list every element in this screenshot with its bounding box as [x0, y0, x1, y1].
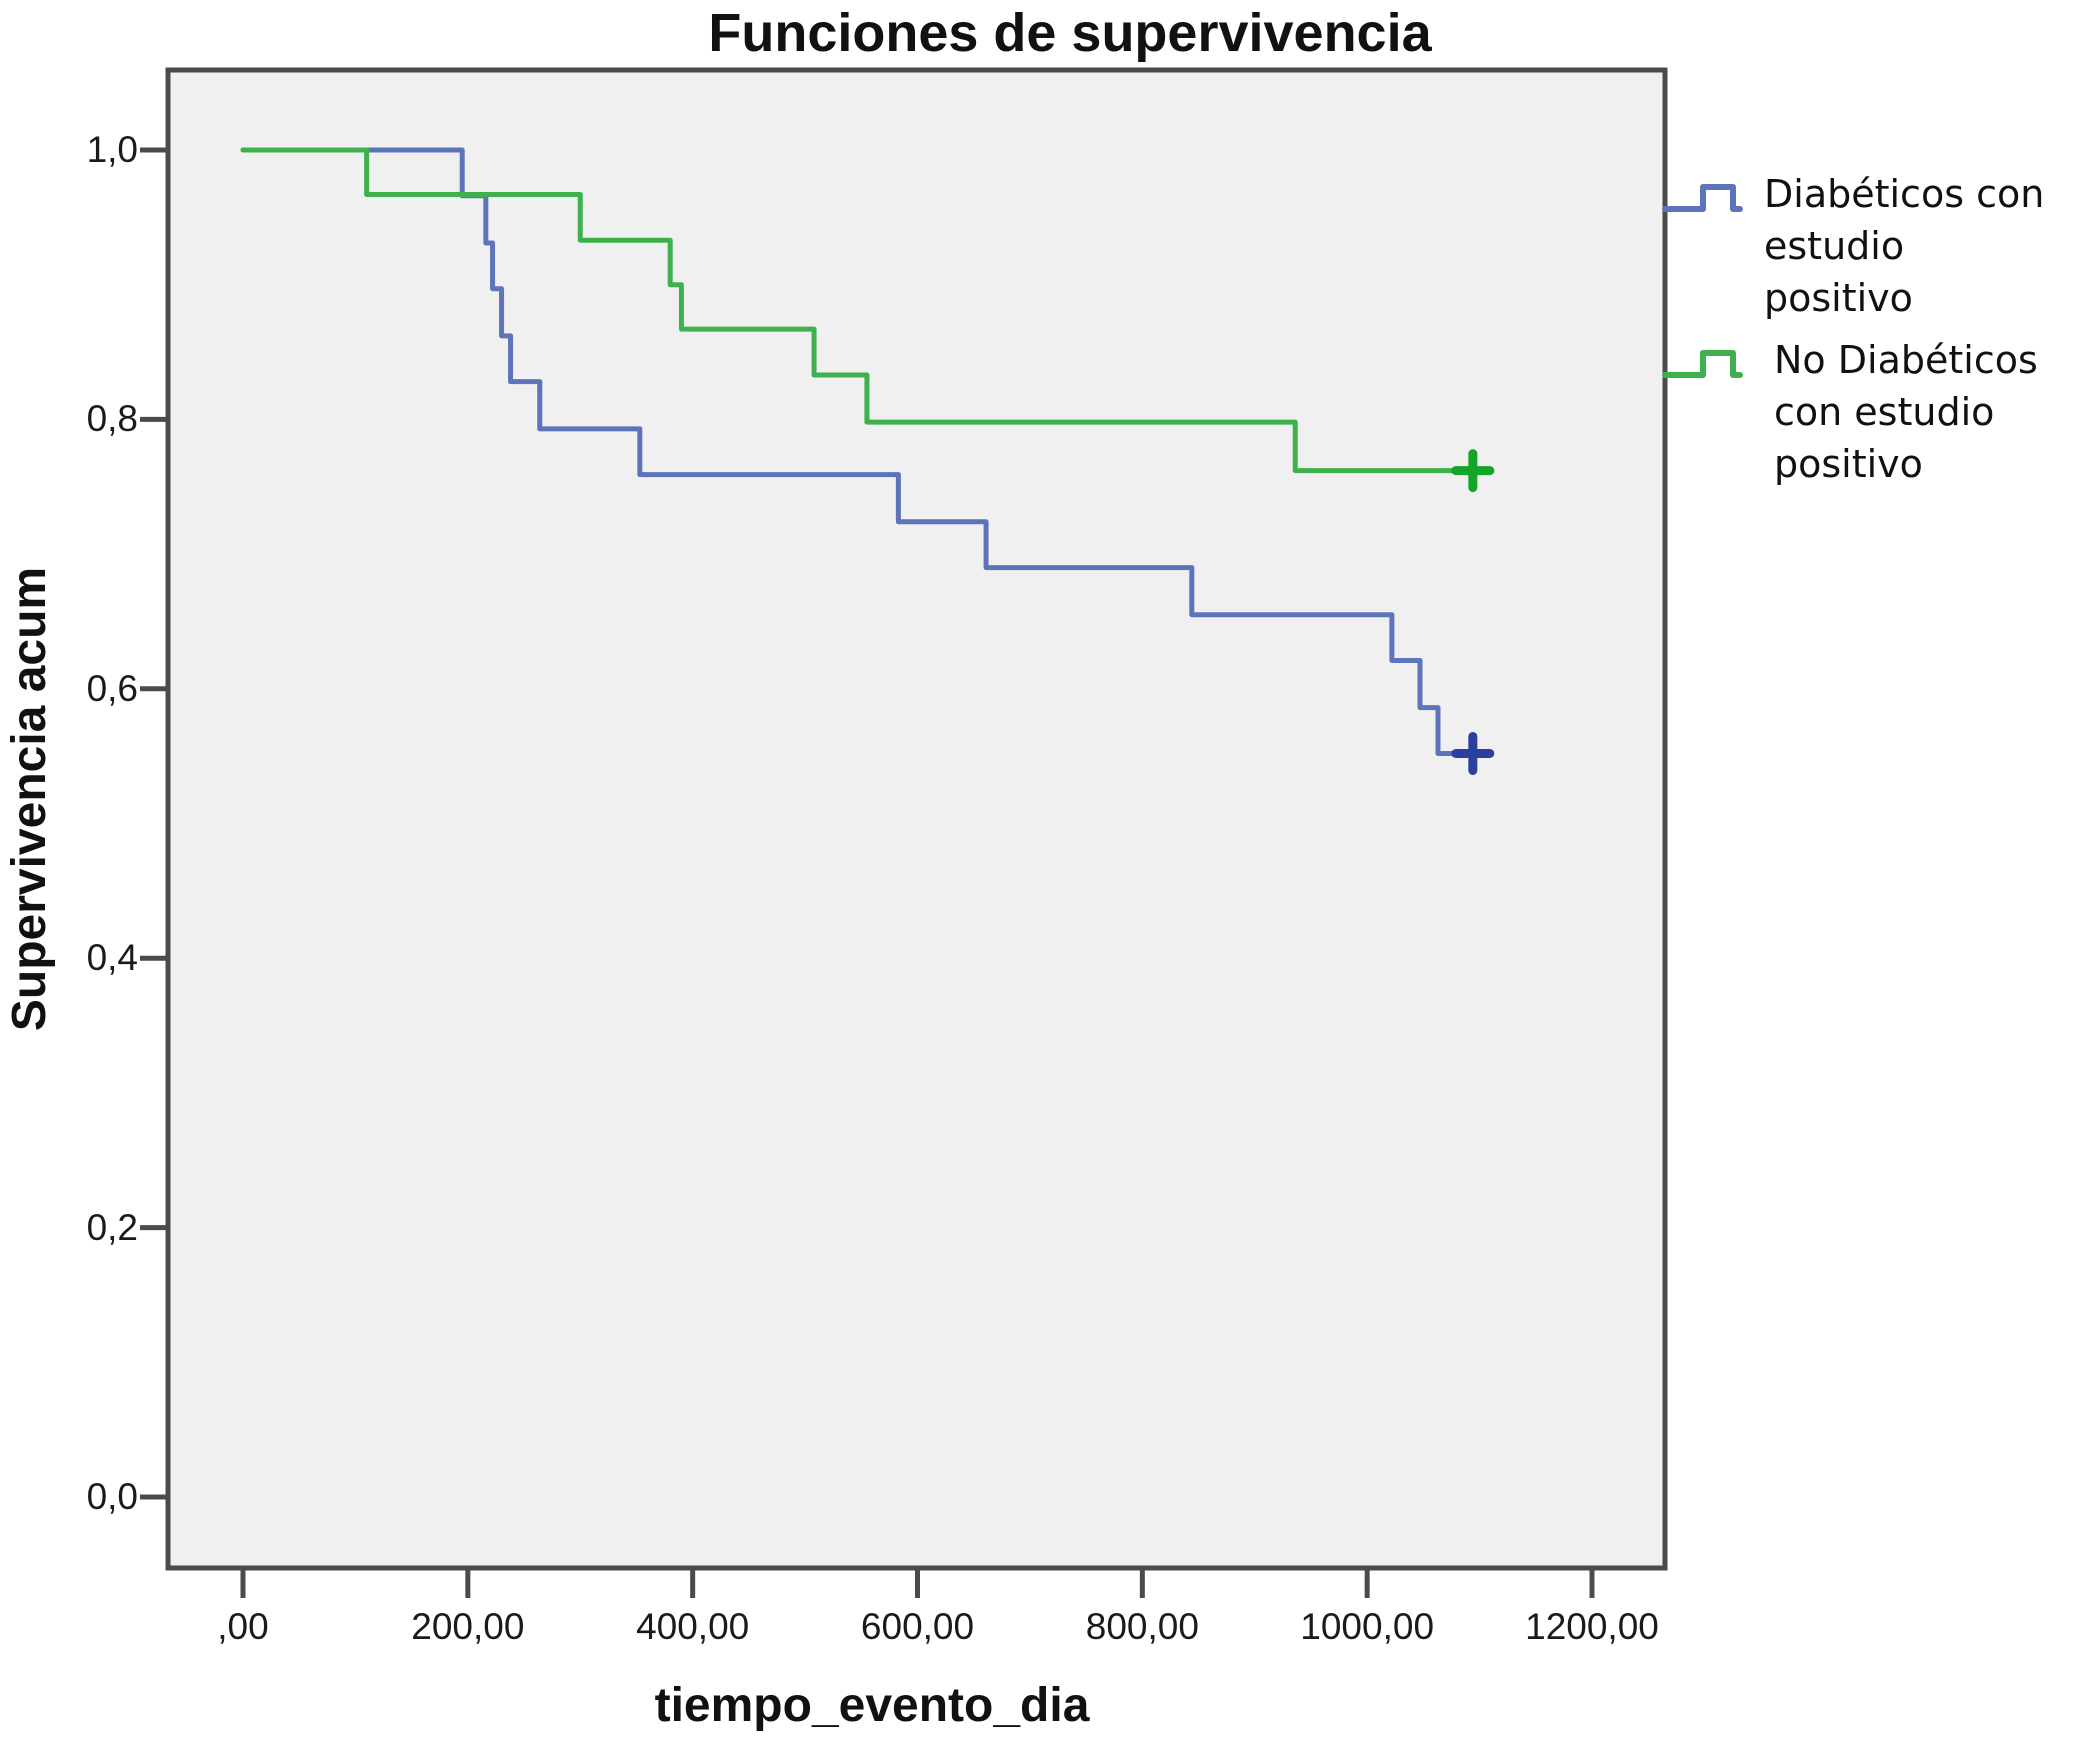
legend: Diabéticos con estudio positivo No Diabéti…: [1662, 168, 2062, 490]
legend-step-key-icon: [1662, 350, 1743, 378]
legend-entry: No Diabéticos con estudio positivo: [1662, 334, 2062, 490]
series-line-no-diabeticos-positivo: [240, 147, 1476, 474]
legend-label: Diabéticos con estudio positivo: [1764, 172, 2045, 320]
y-tick-label: 0,0: [86, 1476, 138, 1517]
censor-plus-icon: [1451, 731, 1495, 775]
y-tick-label: 0,6: [86, 667, 138, 709]
censor-plus-icon: [1451, 449, 1495, 493]
legend-label: No Diabéticos con estudio positivo: [1774, 338, 2038, 486]
y-tick-label: 0,2: [86, 1206, 138, 1248]
x-tick-label: ,00: [217, 1606, 269, 1647]
y-axis-title: Supervivencia acum: [3, 566, 56, 1032]
tick-marks: [140, 147, 1595, 1598]
censor-marks: [1451, 449, 1495, 775]
x-tick-label: 600,00: [860, 1606, 975, 1647]
y-tick-label: 0,8: [86, 398, 138, 440]
chart-title: Funciones de supervivencia: [708, 3, 1432, 63]
y-tick-label: 0,4: [86, 937, 138, 979]
x-tick-label: 800,00: [1085, 1606, 1199, 1647]
x-tick-label: 400,00: [636, 1606, 750, 1647]
x-tick-label: 1000,00: [1300, 1606, 1435, 1647]
series-line-diabeticos-positivo: [240, 147, 1476, 756]
legend-step-key-icon: [1662, 184, 1743, 212]
x-axis-title: tiempo_evento_dia: [654, 1679, 1090, 1732]
y-tick-label: 1,0: [86, 129, 138, 170]
x-tick-label: 1200,00: [1525, 1606, 1659, 1647]
plot-area: [165, 67, 1668, 1571]
legend-entry: Diabéticos con estudio positivo: [1662, 168, 2062, 324]
survival-curves: [240, 147, 1476, 756]
x-tick-label: 200,00: [411, 1606, 525, 1647]
